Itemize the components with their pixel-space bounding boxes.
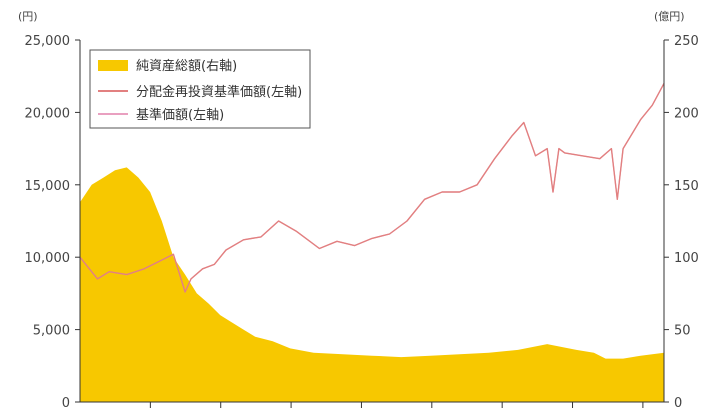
legend-label-nav: 基準価額(左軸) <box>136 107 224 123</box>
left-tick-label: 10,000 <box>25 251 71 266</box>
left-tick-label: 5,000 <box>33 324 70 339</box>
legend-swatch-net-assets <box>98 60 128 71</box>
right-tick-label: 150 <box>674 179 699 194</box>
reinvested-nav-line <box>79 83 665 293</box>
left-tick-label: 25,000 <box>25 34 71 49</box>
legend-label-reinvested-nav: 分配金再投資基準価額(左軸) <box>136 84 302 100</box>
right-tick-label: 0 <box>674 396 682 411</box>
right-tick-label: 200 <box>674 106 699 121</box>
legend-label-net-assets: 純資産総額(右軸) <box>136 58 237 74</box>
net-assets-area <box>80 167 664 402</box>
left-axis-unit: (円) <box>18 10 38 23</box>
right-tick-label: 100 <box>674 251 699 266</box>
nav-lines-layer <box>79 83 665 293</box>
right-tick-label: 250 <box>674 34 699 49</box>
right-tick-label: 50 <box>674 324 691 339</box>
legend: 純資産総額(右軸) 分配金再投資基準価額(左軸) 基準価額(左軸) <box>89 49 311 129</box>
left-tick-label: 0 <box>62 396 70 411</box>
left-tick-label: 20,000 <box>25 106 71 121</box>
right-axis-ticks: 250 200 150 100 50 0 <box>664 34 699 411</box>
left-tick-label: 15,000 <box>25 179 71 194</box>
left-axis-ticks: 25,000 20,000 15,000 10,000 5,000 0 <box>25 34 80 411</box>
net-assets-area-layer <box>80 167 664 402</box>
x-axis-ticks <box>149 402 644 408</box>
right-axis-unit: (億円) <box>654 10 685 23</box>
